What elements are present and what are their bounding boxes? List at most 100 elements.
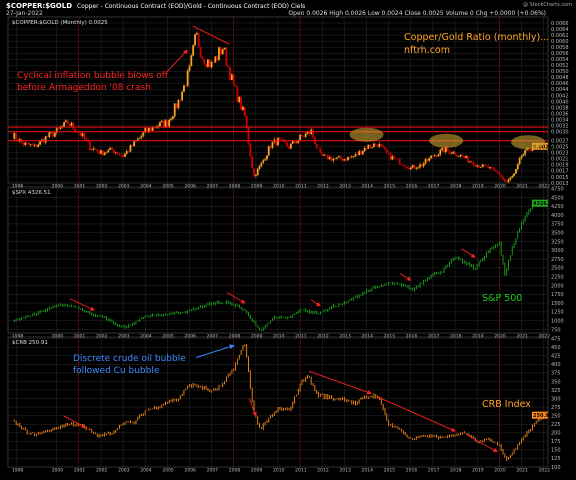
price-candle xyxy=(144,128,147,133)
price-candle xyxy=(48,132,51,137)
price-candle xyxy=(201,56,204,59)
price-candle xyxy=(109,147,112,150)
x-tick-label: 2000 xyxy=(52,334,64,340)
price-candle xyxy=(489,167,491,169)
price-candle xyxy=(149,127,152,131)
price-candle xyxy=(243,106,246,116)
price-candle xyxy=(190,55,193,67)
price-candle xyxy=(65,120,67,123)
price-candle xyxy=(142,132,145,136)
y-tick-label: 750 xyxy=(551,327,561,333)
x-tick-label: 2007 xyxy=(207,468,219,474)
price-candle xyxy=(199,46,202,57)
x-tick-label: 2014 xyxy=(362,468,374,474)
y-tick-label: 1750 xyxy=(551,292,564,298)
last-value-tag xyxy=(532,199,548,207)
price-candle xyxy=(164,120,167,128)
price-candle xyxy=(72,122,75,129)
x-tick-label: 2000 xyxy=(52,184,64,190)
y-tick-label: 100 xyxy=(551,465,561,471)
trend-arrow xyxy=(461,248,476,258)
price-candle xyxy=(171,116,174,119)
price-candle xyxy=(321,152,324,156)
x-tick-label: 2005 xyxy=(162,184,174,190)
price-candle xyxy=(515,169,517,174)
price-candle xyxy=(319,148,322,153)
price-candle xyxy=(229,66,231,80)
price-candle xyxy=(301,134,303,137)
price-candle xyxy=(41,139,43,141)
price-candle xyxy=(122,155,124,157)
price-candle xyxy=(299,134,302,140)
x-tick-label: 2003 xyxy=(118,334,130,340)
price-candle xyxy=(236,86,239,102)
price-candle xyxy=(131,145,134,147)
x-tick-label: 2012 xyxy=(317,334,329,340)
price-candle xyxy=(306,131,309,134)
price-candle xyxy=(160,120,163,123)
y-tick-label: 3750 xyxy=(551,222,564,228)
price-candle xyxy=(325,154,327,156)
price-candle xyxy=(271,141,274,148)
y-tick-label: 0.0032 xyxy=(551,123,569,129)
price-candle xyxy=(461,154,464,157)
price-candle xyxy=(210,61,213,68)
price-candle xyxy=(269,146,272,148)
price-candle xyxy=(59,127,62,129)
price-candle xyxy=(432,155,434,157)
y-tick-label: 0.0060 xyxy=(551,39,569,45)
price-candle xyxy=(15,132,18,140)
x-tick-label: 2020 xyxy=(494,334,506,340)
price-candle xyxy=(114,152,117,154)
price-candle xyxy=(85,138,88,141)
price-candle xyxy=(105,152,108,153)
y-tick-label: 0.0042 xyxy=(551,93,569,99)
price-candle xyxy=(66,120,69,124)
y-tick-label: 0.0044 xyxy=(551,87,569,93)
price-candle xyxy=(454,151,456,155)
x-tick-label: 2006 xyxy=(184,334,196,340)
annotation-text-line: followed Cu bubble xyxy=(73,366,160,376)
price-candle xyxy=(496,171,499,173)
price-candle xyxy=(511,176,514,178)
price-candle xyxy=(360,151,362,155)
price-candle xyxy=(474,165,477,167)
price-candle xyxy=(253,168,255,177)
price-candle xyxy=(509,177,512,180)
price-candle xyxy=(133,141,136,147)
price-candle xyxy=(304,133,307,137)
last-value-label: 250.91 xyxy=(533,413,553,419)
trend-arrow xyxy=(399,272,412,281)
price-candle xyxy=(232,74,235,85)
last-value-tag xyxy=(532,411,548,419)
trend-arrow xyxy=(308,370,372,395)
price-candle xyxy=(288,146,290,149)
x-tick-label: 2004 xyxy=(140,184,152,190)
price-candle xyxy=(111,147,113,150)
price-candle xyxy=(112,149,115,153)
y-tick-label: 0.0066 xyxy=(551,21,569,27)
price-candle xyxy=(127,151,130,152)
price-candle xyxy=(251,156,254,169)
x-tick-label: 2022 xyxy=(539,468,551,474)
price-candle xyxy=(184,85,187,86)
price-candle xyxy=(312,129,314,138)
price-candle xyxy=(302,136,305,137)
trend-arrow xyxy=(69,298,96,311)
price-candle xyxy=(188,66,191,71)
price-candle xyxy=(435,155,438,157)
price-candle xyxy=(219,47,222,55)
x-tick-label: 2007 xyxy=(207,184,219,190)
chart-title: S&P 500 xyxy=(482,293,522,304)
price-candle xyxy=(492,167,495,170)
price-candle xyxy=(50,132,53,133)
price-candle xyxy=(260,162,263,166)
price-candle xyxy=(125,151,128,154)
y-tick-label: 0.0054 xyxy=(551,57,569,63)
price-candle xyxy=(439,149,442,155)
x-tick-label: 2011 xyxy=(295,468,307,474)
price-candle xyxy=(402,164,405,167)
price-candle xyxy=(485,165,488,167)
y-tick-label: 0.0017 xyxy=(551,169,569,175)
price-candle xyxy=(450,153,453,155)
